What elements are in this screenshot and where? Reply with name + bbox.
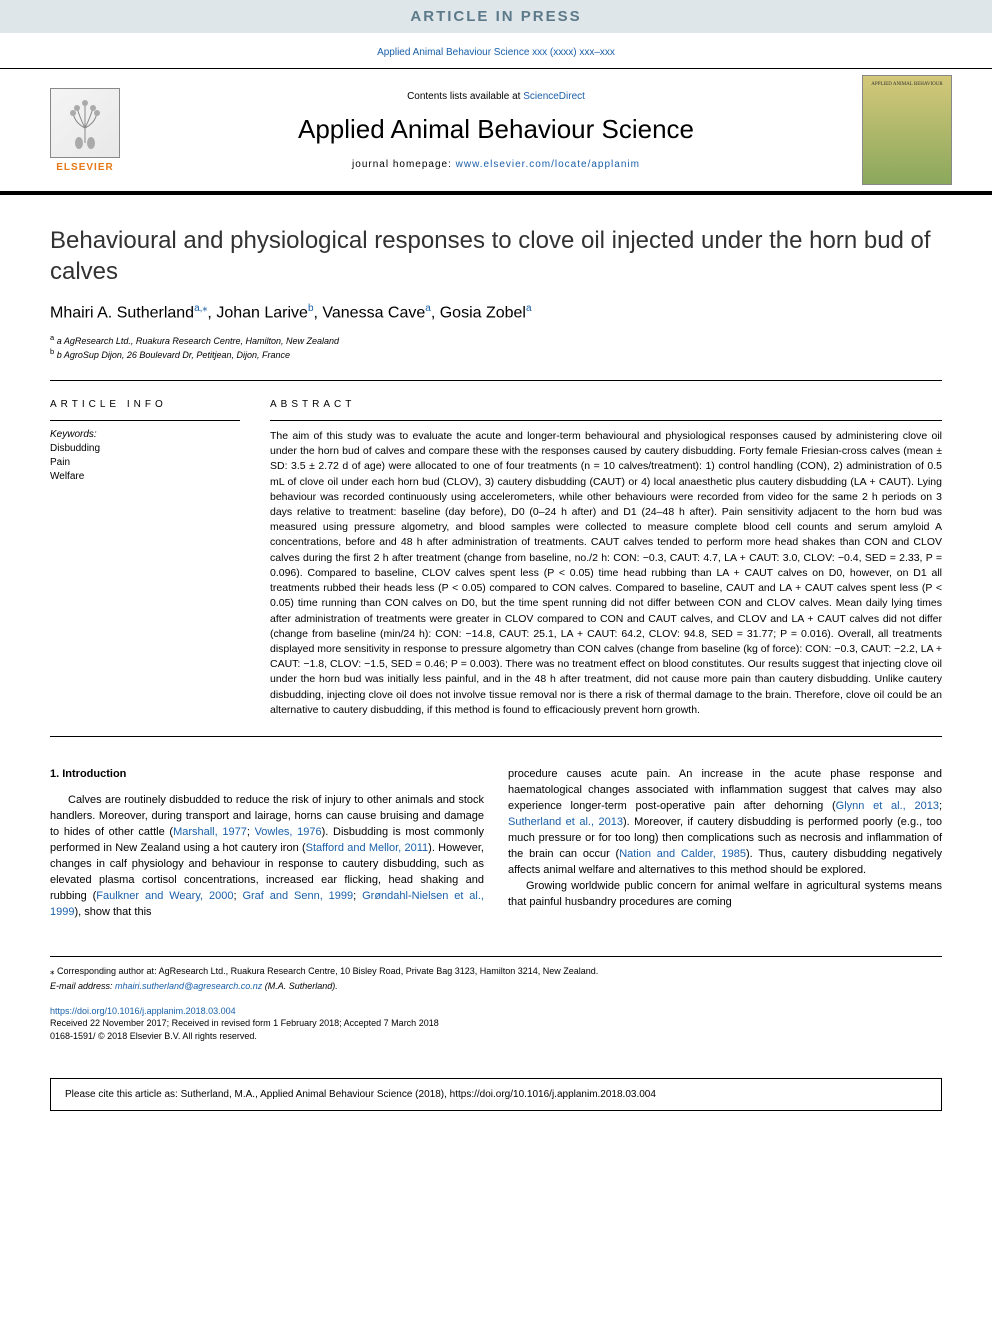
affiliations: a a AgResearch Ltd., Ruakura Research Ce… [50, 333, 942, 362]
intro-p1-cont: procedure causes acute pain. An increase… [508, 767, 942, 879]
abstract-heading: ABSTRACT [270, 399, 942, 421]
keywords-list: Disbudding Pain Welfare [50, 442, 240, 484]
corresponding-author: ⁎ Corresponding author at: AgResearch Lt… [50, 965, 942, 978]
author-3[interactable]: , Vanessa Cave [314, 305, 426, 322]
journal-title: Applied Animal Behaviour Science [150, 114, 842, 145]
body-col-left: 1. Introduction Calves are routinely dis… [50, 767, 484, 920]
journal-header: ELSEVIER Contents lists available at Sci… [0, 68, 992, 195]
abstract-text: The aim of this study was to evaluate th… [270, 429, 942, 718]
top-citation-link[interactable]: Applied Animal Behaviour Science xxx (xx… [377, 47, 615, 58]
ref-marshall[interactable]: Marshall, 1977 [173, 826, 247, 838]
homepage-link[interactable]: www.elsevier.com/locate/applanim [456, 159, 640, 170]
keywords-label: Keywords: [50, 429, 240, 440]
journal-cover[interactable]: APPLIED ANIMAL BEHAVIOUR [862, 75, 952, 185]
doi-link[interactable]: https://doi.org/10.1016/j.applanim.2018.… [50, 1006, 236, 1016]
intro-p1: Calves are routinely disbudded to reduce… [50, 793, 484, 921]
affiliation-b: b b AgroSup Dijon, 26 Boulevard Dr, Peti… [50, 347, 942, 362]
author-4[interactable]: , Gosia Zobel [431, 305, 526, 322]
body-two-col: 1. Introduction Calves are routinely dis… [50, 767, 942, 920]
contents-line: Contents lists available at ScienceDirec… [150, 91, 842, 102]
aff-4a[interactable]: a [526, 303, 532, 314]
received-line: Received 22 November 2017; Received in r… [50, 1017, 942, 1030]
ref-faulkner[interactable]: Faulkner and Weary, 2000 [96, 890, 233, 902]
elsevier-logo[interactable]: ELSEVIER [40, 80, 130, 180]
page-footer: ⁎ Corresponding author at: AgResearch Lt… [50, 956, 942, 1042]
email-link[interactable]: mhairi.sutherland@agresearch.co.nz [115, 981, 262, 991]
keyword-2: Pain [50, 456, 240, 470]
main-content: Behavioural and physiological responses … [0, 195, 992, 1062]
elsevier-tree-icon [50, 88, 120, 158]
intro-p2: Growing worldwide public concern for ani… [508, 879, 942, 911]
affiliation-a: a a AgResearch Ltd., Ruakura Research Ce… [50, 333, 942, 348]
ref-sutherland[interactable]: Sutherland et al., 2013 [508, 816, 623, 828]
article-info-col: ARTICLE INFO Keywords: Disbudding Pain W… [50, 399, 240, 718]
keyword-1: Disbudding [50, 442, 240, 456]
keyword-3: Welfare [50, 470, 240, 484]
ref-graf[interactable]: Graf and Senn, 1999 [242, 890, 353, 902]
doi-block: https://doi.org/10.1016/j.applanim.2018.… [50, 1005, 942, 1043]
authors-line: Mhairi A. Sutherlanda,⁎, Johan Lariveb, … [50, 303, 942, 322]
cover-label: APPLIED ANIMAL BEHAVIOUR [871, 82, 942, 87]
email-line: E-mail address: mhairi.sutherland@agrese… [50, 980, 942, 993]
homepage-line: journal homepage: www.elsevier.com/locat… [150, 159, 842, 170]
abstract-col: ABSTRACT The aim of this study was to ev… [270, 399, 942, 718]
ref-stafford[interactable]: Stafford and Mellor, 2011 [306, 842, 429, 854]
divider-bottom [50, 736, 942, 737]
header-center: Contents lists available at ScienceDirec… [150, 91, 842, 170]
copyright-line: 0168-1591/ © 2018 Elsevier B.V. All righ… [50, 1030, 942, 1043]
elsevier-text: ELSEVIER [56, 162, 113, 173]
ref-nation[interactable]: Nation and Calder, 1985 [619, 848, 746, 860]
info-abstract-row: ARTICLE INFO Keywords: Disbudding Pain W… [50, 381, 942, 736]
cite-as-box: Please cite this article as: Sutherland,… [50, 1078, 942, 1111]
ref-glynn[interactable]: Glynn et al., 2013 [836, 800, 939, 812]
top-citation: Applied Animal Behaviour Science xxx (xx… [0, 33, 992, 68]
article-title: Behavioural and physiological responses … [50, 225, 942, 287]
author-1[interactable]: Mhairi A. Sutherland [50, 305, 194, 322]
article-info-heading: ARTICLE INFO [50, 399, 240, 421]
article-in-press-banner: ARTICLE IN PRESS [0, 0, 992, 33]
body-col-right: procedure causes acute pain. An increase… [508, 767, 942, 920]
intro-heading: 1. Introduction [50, 767, 484, 783]
homepage-text: journal homepage: [352, 159, 456, 170]
author-2[interactable]: , Johan Larive [207, 305, 308, 322]
sciencedirect-link[interactable]: ScienceDirect [523, 91, 585, 102]
ref-vowles[interactable]: Vowles, 1976 [255, 826, 322, 838]
contents-text: Contents lists available at [407, 91, 523, 102]
